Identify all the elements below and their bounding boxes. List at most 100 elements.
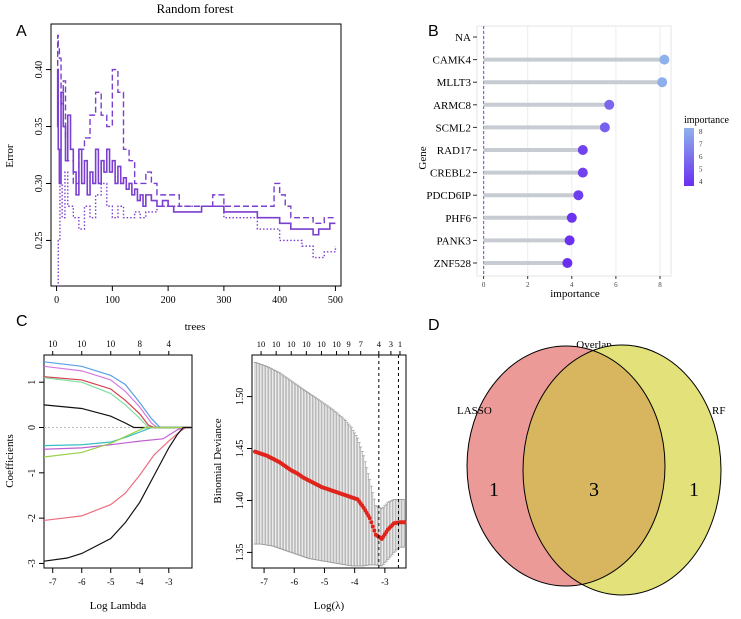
panel-a-xtick-label: 200 — [161, 295, 176, 306]
panel-c2-ytick-label: 1.50 — [235, 388, 246, 406]
panel-c2-top-label: 10 — [302, 339, 311, 349]
panel-a-random-forest: Random forest 0.25 0.30 0.35 0.40 0 100 200 30… — [4, 1, 343, 333]
panel-c1-path-var1 — [43, 361, 192, 429]
panel-a-title: Random forest — [157, 1, 234, 16]
panel-c2-ytick-label: 1.40 — [235, 492, 246, 510]
panel-b-importance: NA CAMK4 MLLT3 ARMC8 SCML2 RAD17 CREBL2 PDCD6IP… — [417, 25, 730, 300]
panel-b-gene-label: ZNF528 — [434, 258, 472, 270]
panel-c1-ytick-label: 1 — [27, 380, 38, 385]
panel-b-legend-tick: 6 — [699, 153, 703, 161]
panel-c2-top-label: 10 — [257, 339, 266, 349]
panel-c1-path-var9 — [43, 426, 192, 522]
panel-b-legend-tick: 5 — [699, 166, 703, 174]
panel-c2-top-label: 1 — [398, 339, 402, 349]
panel-label-d: D — [428, 317, 440, 334]
panel-b-gene-label: PANK3 — [437, 235, 472, 247]
panel-c2-top-label: 10 — [332, 339, 341, 349]
panel-b-xtick-label: 4 — [570, 281, 574, 289]
panel-b-legend-tick: 8 — [699, 128, 703, 136]
panel-b-legend-tick: 4 — [699, 178, 703, 186]
panel-a-ytick-label: 0.40 — [34, 61, 45, 79]
panel-a-xtick-label: 100 — [105, 295, 120, 306]
panel-c2-top-label: 4 — [377, 339, 382, 349]
venn-outline-lasso — [466, 345, 666, 587]
panel-c1-xtick-label: -7 — [49, 577, 57, 587]
panel-b-gene-label: SCML2 — [436, 122, 471, 134]
panel-c1-ytick-label: 0 — [27, 425, 38, 430]
panel-c2-top-label: 10 — [317, 339, 326, 349]
panel-label-c: C — [16, 313, 28, 330]
panel-d-venn: Overlap LASSO RF 1 3 1 — [457, 339, 725, 596]
panel-b-gene-label: ARMC8 — [433, 100, 471, 112]
panel-b-gene-label: MLLT3 — [437, 77, 472, 89]
panel-c2-xtick-label: -3 — [381, 577, 389, 587]
panel-c2-xtick-label: -6 — [291, 577, 299, 587]
panel-c1-ytick-label: -2 — [27, 514, 38, 522]
panel-c2-mean-point — [372, 528, 377, 533]
panel-c2-ytick-label: 1.45 — [235, 440, 246, 458]
panel-b-point — [577, 167, 588, 178]
panel-b-gene-label: RAD17 — [437, 145, 472, 157]
panel-c1-xtick-label: -6 — [78, 577, 86, 587]
panel-c-coefficient-paths: 10 10 10 8 4 -3-2-101 -7 -6 -5 -4 -3 Log Lambda … — [4, 339, 193, 612]
panel-b-point — [577, 145, 588, 155]
venn-count-intersection: 3 — [589, 479, 599, 501]
panel-b-legend-tick: 7 — [699, 141, 703, 149]
panel-label-b: B — [428, 23, 439, 40]
panel-a-series-class0 — [56, 34, 336, 225]
panel-c1-path-var10 — [43, 426, 192, 562]
panel-c2-mean-point — [367, 516, 372, 521]
panel-c1-xtick-label: -5 — [107, 577, 115, 587]
venn-outline-rf — [522, 344, 722, 596]
panel-b-xlabel: importance — [550, 288, 600, 300]
panel-b-gene-label: PDCD6IP — [426, 190, 471, 202]
panel-c1-top-label: 10 — [106, 339, 116, 349]
panel-b-point — [657, 77, 668, 88]
panel-b-point — [659, 54, 670, 65]
panel-c-cross-validation: 10 10 10 10 10 10 9 7 4 3 1 1.35 1.40 1.45 1.50 -7 -6 -… — [212, 339, 407, 612]
panel-c2-mean-point — [369, 520, 374, 525]
panel-c1-xtick-label: -4 — [136, 577, 144, 587]
panel-c1-path-var6 — [43, 426, 192, 447]
panel-b-xtick-label: 2 — [526, 281, 530, 289]
panel-c2-ylabel: Binomial Deviance — [212, 418, 224, 503]
panel-c1-path-var8 — [43, 426, 192, 458]
panel-b-gene-label: CAMK4 — [432, 55, 471, 67]
panel-c1-ylabel: Coefficients — [4, 434, 16, 488]
panel-a-ytick-label: 0.30 — [34, 175, 45, 193]
panel-c2-mean-point — [402, 520, 407, 525]
panel-b-legend-title: importance — [684, 115, 730, 126]
panel-c2-top-label: 10 — [272, 339, 281, 349]
panel-a-xtick-label: 0 — [54, 295, 59, 306]
panel-c1-top-label: 10 — [48, 339, 58, 349]
panel-a-ytick-label: 0.35 — [34, 118, 45, 135]
panel-a-series-class1 — [57, 171, 337, 287]
panel-b-ylabel: Gene — [417, 146, 429, 169]
panel-c1-top-label: 8 — [138, 339, 143, 349]
panel-b-point — [604, 99, 615, 110]
panel-b-point — [562, 258, 573, 268]
panel-c2-top-label: 9 — [347, 339, 351, 349]
panel-a-series-OOB — [56, 68, 336, 236]
panel-c1-path-var5 — [43, 404, 192, 429]
panel-a-xlabel: trees — [185, 321, 206, 333]
panel-a-xtick-label: 400 — [272, 295, 287, 306]
panel-c1-ytick-label: -1 — [27, 469, 38, 477]
panel-b-gene-label: NA — [455, 32, 471, 44]
panel-b-gene-label: PHF6 — [445, 213, 471, 225]
panel-c1-xtick-label: -3 — [165, 577, 173, 587]
panel-c2-top-label: 3 — [389, 339, 393, 349]
panel-b-xtick-label: 8 — [658, 281, 662, 289]
panel-b-xtick-label: 0 — [482, 281, 486, 289]
panel-c2-mean-point — [370, 524, 375, 529]
panel-c2-xlabel: Log(λ) — [314, 600, 345, 612]
panel-c1-top-label: 10 — [77, 339, 87, 349]
panel-b-gene-label: CREBL2 — [430, 168, 471, 180]
panel-b-point — [599, 122, 610, 133]
panel-a-ylabel: Error — [4, 144, 16, 168]
panel-b-point — [573, 190, 584, 201]
panel-b-legend: importance 8 7 6 5 4 — [684, 115, 730, 186]
panel-b-legend-colorbar — [684, 128, 694, 186]
venn-count-rf-only: 1 — [689, 479, 699, 501]
